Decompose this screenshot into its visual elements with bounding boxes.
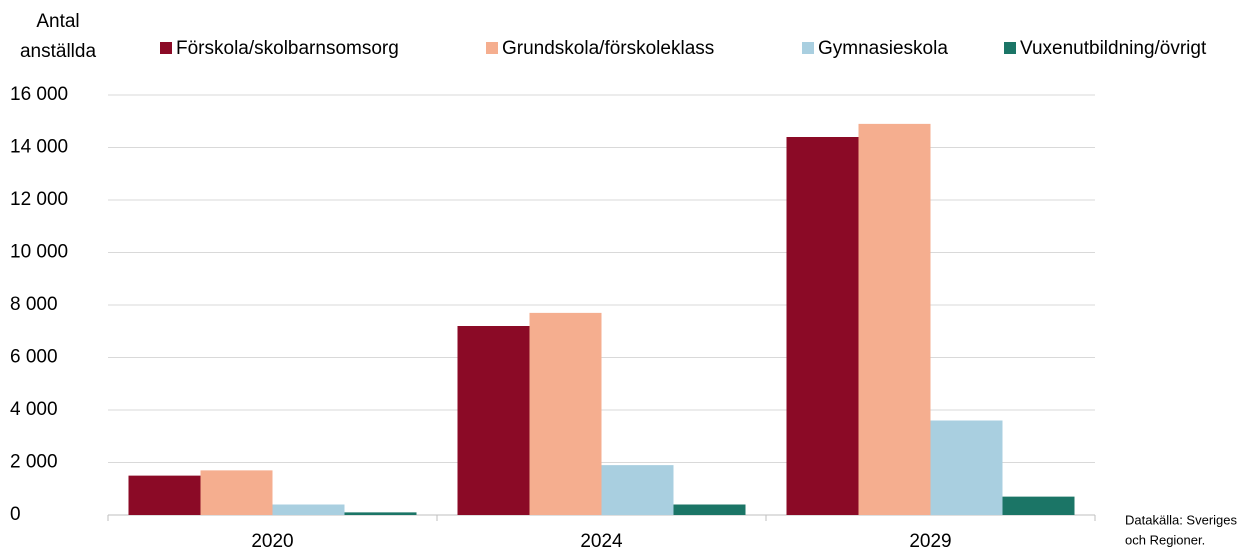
bar — [457, 326, 530, 515]
bar — [200, 470, 273, 515]
y-tick-label: 4 000 — [10, 399, 58, 420]
x-tick-label: 2024 — [580, 531, 623, 552]
source: och Regioner. — [1125, 532, 1205, 547]
bar — [344, 512, 417, 515]
bar — [673, 504, 746, 515]
legend-label: Vuxenutbildning/övrigt — [1020, 38, 1207, 59]
y-tick-label: 0 — [10, 504, 21, 525]
x-tick-label: 2029 — [909, 531, 951, 552]
bar — [272, 504, 345, 515]
bar — [601, 465, 674, 515]
legend-swatch — [1004, 42, 1016, 54]
y-axis-title: Antal — [36, 11, 79, 32]
y-tick-label: 10 000 — [10, 242, 68, 263]
bar — [858, 123, 931, 515]
x-tick-label: 2020 — [251, 531, 293, 552]
bar — [529, 312, 602, 515]
bar — [1002, 496, 1075, 515]
legend-swatch — [486, 42, 498, 54]
legend-label: Grundskola/förskoleklass — [502, 38, 714, 59]
y-tick-label: 16 000 — [10, 84, 68, 105]
legend-swatch — [802, 42, 814, 54]
bar — [786, 137, 859, 515]
y-tick-label: 14 000 — [10, 137, 68, 158]
source: Datakälla: Sveriges — [1125, 512, 1237, 527]
y-axis-title: anställda — [20, 41, 96, 62]
y-tick-label: 8 000 — [10, 294, 58, 315]
legend-label: Förskola/skolbarnsomsorg — [176, 38, 399, 59]
y-tick-label: 2 000 — [10, 452, 58, 473]
y-tick-label: 12 000 — [10, 189, 68, 210]
y-tick-label: 6 000 — [10, 347, 58, 368]
legend-label: Gymnasieskola — [818, 38, 948, 59]
bar — [930, 420, 1003, 515]
legend-swatch — [160, 42, 172, 54]
bar — [128, 475, 201, 515]
